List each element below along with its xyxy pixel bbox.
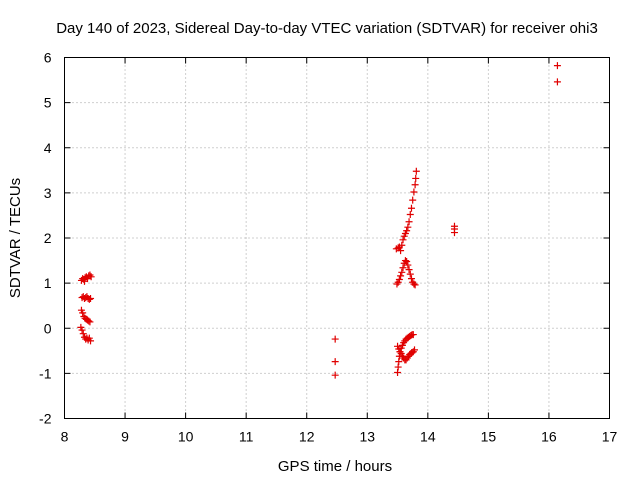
plot-frame bbox=[64, 57, 610, 419]
data-point bbox=[331, 371, 339, 379]
data-point bbox=[404, 261, 412, 269]
data-point bbox=[405, 266, 413, 274]
y-tick-label: 6 bbox=[44, 50, 52, 66]
y-tick-label: -2 bbox=[39, 411, 52, 427]
chart-title: Day 140 of 2023, Sidereal Day-to-day VTE… bbox=[56, 20, 598, 37]
data-point bbox=[87, 337, 95, 345]
data-point bbox=[86, 318, 94, 326]
y-tick-label: 0 bbox=[44, 320, 52, 336]
y-axis-label: SDTVAR / TECUs bbox=[7, 178, 24, 298]
data-point bbox=[411, 181, 419, 189]
data-point bbox=[331, 335, 339, 343]
data-point bbox=[401, 257, 409, 265]
x-tick-label: 9 bbox=[121, 429, 129, 445]
data-point bbox=[87, 294, 95, 302]
y-tick-label: 1 bbox=[44, 275, 52, 291]
data-point bbox=[412, 174, 420, 182]
x-tick-label: 12 bbox=[299, 429, 315, 445]
x-tick-label: 11 bbox=[239, 429, 254, 445]
data-point bbox=[553, 62, 561, 70]
data-point bbox=[398, 241, 406, 249]
data-point bbox=[80, 277, 88, 285]
data-point bbox=[399, 264, 407, 272]
y-tick-label: 3 bbox=[44, 185, 52, 201]
x-tick-label: 10 bbox=[178, 429, 194, 445]
data-point bbox=[397, 272, 405, 280]
data-point bbox=[407, 275, 415, 283]
x-tick-label: 15 bbox=[481, 429, 497, 445]
grid bbox=[64, 57, 610, 419]
data-point bbox=[395, 358, 403, 366]
data-point bbox=[78, 326, 86, 334]
data-point bbox=[79, 309, 87, 317]
data-point bbox=[85, 295, 93, 303]
data-point bbox=[409, 196, 417, 204]
data-point bbox=[411, 346, 419, 354]
data-point bbox=[397, 247, 405, 255]
data-point bbox=[79, 330, 87, 338]
data-point bbox=[405, 218, 413, 226]
data-point bbox=[331, 358, 339, 366]
data-point bbox=[403, 257, 411, 265]
data-point bbox=[411, 281, 419, 289]
data-point bbox=[412, 167, 420, 175]
y-tick-label: 4 bbox=[44, 140, 52, 156]
data-point bbox=[403, 227, 411, 235]
data-point bbox=[553, 78, 561, 86]
data-point bbox=[398, 268, 406, 276]
y-tick-label: 5 bbox=[44, 95, 52, 111]
data-point bbox=[410, 188, 418, 196]
data-point bbox=[406, 211, 414, 219]
x-axis-label: GPS time / hours bbox=[278, 458, 392, 475]
data-point bbox=[394, 368, 402, 376]
y-tick-label: -1 bbox=[39, 365, 52, 381]
data-point bbox=[410, 280, 418, 288]
data-point bbox=[394, 363, 402, 371]
data-point bbox=[399, 236, 407, 244]
data-point bbox=[406, 270, 414, 278]
y-tick-label: 2 bbox=[44, 230, 52, 246]
data-point bbox=[409, 331, 417, 339]
data-point bbox=[85, 317, 93, 325]
x-tick-label: 17 bbox=[602, 429, 618, 445]
data-points bbox=[77, 62, 561, 379]
x-tick-label: 14 bbox=[420, 429, 436, 445]
x-tick-label: 8 bbox=[61, 429, 69, 445]
data-point bbox=[395, 276, 403, 284]
data-point bbox=[407, 204, 415, 212]
data-point bbox=[404, 223, 412, 231]
x-tick-label: 13 bbox=[359, 429, 375, 445]
data-point bbox=[450, 222, 458, 230]
data-point bbox=[87, 273, 95, 281]
x-tick-label: 16 bbox=[541, 429, 557, 445]
